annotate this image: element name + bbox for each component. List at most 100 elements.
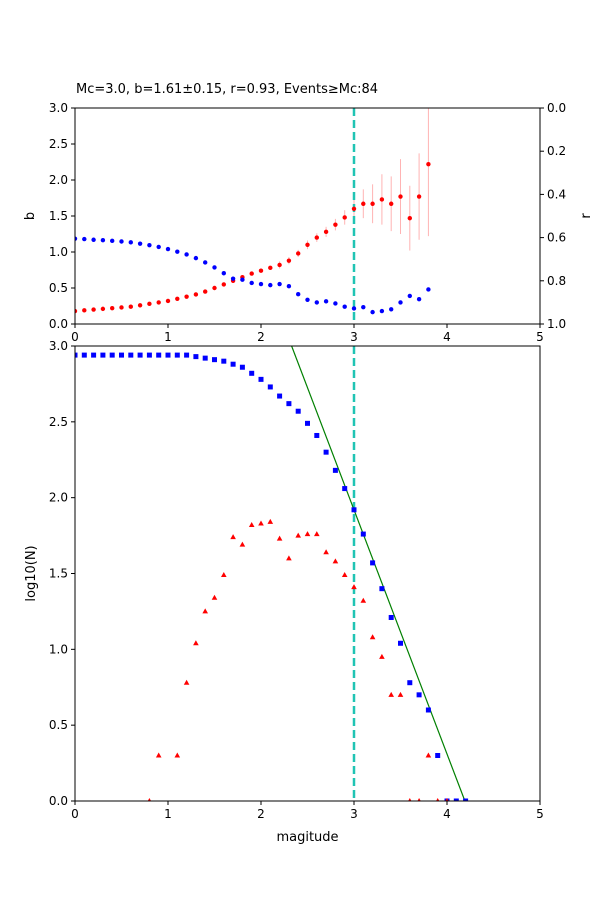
b-value-point (286, 258, 292, 263)
top-chart-marks (75, 108, 431, 324)
bottom-x-tick-label: 1 (164, 807, 172, 821)
non-cumulative-count-point (332, 558, 339, 564)
top-r-tick-label: 0.8 (547, 274, 566, 288)
top-r-tick-label: 0.0 (547, 101, 566, 115)
bottom-y-tick-label: 1.0 (49, 642, 68, 656)
bottom-x-tick-label: 3 (350, 807, 358, 821)
cumulative-count-point (370, 560, 376, 566)
top-y-tick-label: 3.0 (49, 101, 68, 115)
r-value-point (268, 282, 273, 288)
cumulative-count-point (91, 352, 97, 358)
cumulative-count-point (332, 467, 338, 473)
non-cumulative-count-point (295, 532, 301, 538)
b-value-point (203, 289, 208, 294)
top-r-tick-label: 0.2 (547, 144, 566, 158)
r-value-point (100, 237, 106, 243)
top-x-tick-label: 1 (164, 330, 172, 344)
r-value-point (305, 297, 310, 303)
bottom-x-tick-label: 4 (443, 807, 451, 821)
r-value-point (258, 281, 264, 287)
r-value-point (230, 276, 236, 281)
b-value-point (379, 197, 385, 202)
bottom-y-tick-label: 1.5 (49, 567, 68, 581)
non-cumulative-count-point (369, 634, 376, 640)
bottom-plot-area (75, 346, 469, 801)
top-r-tick-label: 0.6 (547, 231, 566, 245)
top-chart-title: Mc=3.0, b=1.61±0.15, r=0.93, Events≥Mc:8… (76, 82, 378, 97)
r-value-point (184, 252, 189, 257)
r-value-point (147, 242, 152, 248)
cumulative-count-point (137, 352, 143, 358)
r-value-point (333, 301, 338, 306)
r-value-point (165, 246, 171, 252)
r-value-point (240, 277, 245, 282)
cumulative-count-point (128, 352, 134, 358)
cumulative-count-point (212, 357, 217, 363)
b-value-point (361, 201, 366, 206)
b-value-point (175, 296, 180, 301)
r-value-point (277, 281, 282, 287)
cumulative-count-point (425, 707, 431, 713)
cumulative-count-point (165, 352, 171, 358)
b-value-point (193, 292, 199, 297)
r-value-point (351, 306, 357, 311)
bottom-y-tick-label: 2.5 (49, 415, 68, 429)
non-cumulative-count-point (193, 640, 199, 646)
r-value-point (286, 284, 292, 289)
non-cumulative-count-point (436, 798, 440, 801)
non-cumulative-count-point (323, 549, 329, 555)
cumulative-count-point (202, 355, 208, 361)
r-value-point (82, 236, 87, 242)
r-value-point (416, 296, 422, 302)
r-value-point (221, 271, 226, 276)
non-cumulative-count-point (314, 531, 320, 537)
cumulative-count-point (109, 352, 115, 358)
b-value-point (156, 300, 161, 305)
non-cumulative-count-point (239, 541, 246, 547)
cumulative-count-point (277, 393, 283, 399)
r-value-point (212, 265, 217, 270)
top-x-tick-label: 4 (443, 330, 451, 344)
top-y-axis-label: b (23, 212, 38, 220)
non-cumulative-count-point (379, 653, 385, 659)
r-value-point (407, 293, 412, 299)
non-cumulative-count-point (267, 518, 274, 524)
non-cumulative-count-point (221, 572, 227, 578)
non-cumulative-count-point (155, 752, 162, 758)
bottom-x-tick-label: 5 (536, 807, 544, 821)
cumulative-count-point (100, 352, 106, 358)
b-value-point (212, 285, 217, 291)
top-r-tick-label: 1.0 (547, 317, 566, 331)
cumulative-count-point (453, 798, 459, 801)
bottom-y-tick-label: 0.0 (49, 794, 68, 808)
r-value-point (91, 237, 96, 242)
b-value-point (249, 271, 254, 276)
b-value-point (389, 201, 394, 206)
cumulative-count-point (146, 352, 152, 358)
non-cumulative-count-point (397, 691, 404, 697)
cumulative-count-point (323, 449, 329, 455)
top-x-tick-label: 0 (71, 330, 79, 344)
cumulative-count-point (184, 352, 190, 358)
non-cumulative-count-point (276, 535, 283, 541)
top-y-tick-label: 1.0 (49, 245, 68, 259)
bottom-y-tick-label: 2.0 (49, 491, 68, 505)
non-cumulative-count-point (286, 555, 292, 561)
gutenberg-richter-fit-line (291, 346, 466, 801)
b-value-point (398, 194, 403, 199)
cumulative-count-point (407, 680, 413, 686)
top-right-axis-label: r (579, 213, 594, 219)
top-plot-area (75, 108, 431, 324)
cumulative-count-point (360, 531, 366, 537)
r-value-point (361, 304, 366, 310)
cumulative-count-point (75, 352, 78, 358)
b-value-point (314, 235, 319, 240)
r-value-point (119, 239, 124, 244)
r-value-point (110, 238, 115, 244)
cumulative-count-point (435, 753, 441, 758)
non-cumulative-count-point (351, 584, 357, 590)
b-value-point (91, 307, 96, 312)
bottom-y-tick-label: 0.5 (49, 718, 68, 732)
top-y-tick-label: 0.0 (49, 317, 68, 331)
non-cumulative-count-point (147, 798, 152, 801)
